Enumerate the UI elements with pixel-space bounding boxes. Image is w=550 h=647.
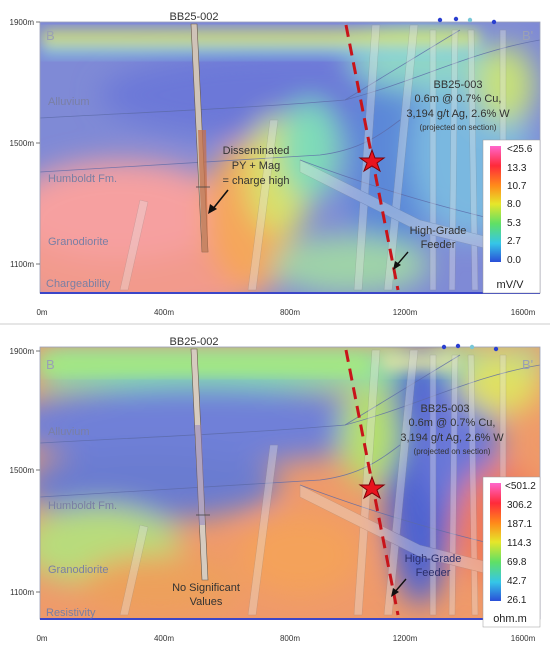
intercept-star — [358, 475, 386, 500]
resistivity-section: 1900m 1500m 1100m 0m 400m 800m 1200m 160… — [0, 325, 550, 647]
legend-value-4: 8.0 — [507, 199, 521, 210]
x-tick-0: 0m — [36, 308, 47, 317]
resistivity-legend: <501.2 306.2 187.1 114.3 69.8 42.7 26.1 … — [482, 476, 541, 628]
feeder-line-1: High-Grade — [405, 553, 462, 565]
x-tick-400: 400m — [154, 634, 174, 643]
x-tick-400: 400m — [154, 308, 174, 317]
y-tick-1900: 1900m — [10, 18, 35, 27]
intercept-star — [358, 148, 386, 173]
section-end-right: B' — [522, 28, 533, 43]
legend-value-6: 42.7 — [507, 576, 527, 587]
collar-markers — [441, 343, 499, 352]
feeder-line-2: Feeder — [416, 567, 451, 579]
y-tick-1500: 1500m — [10, 139, 35, 148]
intercept-hole: BB25-003 — [434, 79, 483, 91]
legend-value-3: 187.1 — [507, 519, 532, 530]
unit-humboldt: Humboldt Fm. — [48, 173, 117, 185]
chargeability-legend: <25.6 13.3 10.7 8.0 5.3 2.7 0.0 mV/V — [482, 139, 541, 294]
x-tick-1600: 1600m — [511, 634, 536, 643]
annotation-line-3: = charge high — [223, 175, 290, 187]
method-label: Resistivity — [46, 607, 96, 619]
panel-separator — [0, 323, 550, 325]
annotation-arrow — [211, 189, 229, 211]
drillhole-label: BB25-002 — [170, 336, 219, 348]
y-tick-1900: 1900m — [10, 347, 35, 356]
legend-value-5: 5.3 — [507, 218, 521, 229]
section-end-left: B — [46, 28, 55, 43]
legend-value-2: 306.2 — [507, 500, 532, 511]
unit-humboldt: Humboldt Fm. — [48, 500, 117, 512]
section-end-right: B' — [522, 357, 533, 372]
drillhole-trace — [190, 23, 210, 253]
feeder-line-1: High-Grade — [410, 225, 467, 237]
intercept-line-2: 3,194 g/t Ag, 2.6% W — [406, 108, 510, 120]
legend-value-6: 2.7 — [507, 236, 521, 247]
intercept-note: (projected on section) — [414, 447, 491, 456]
annotation-line-1: Disseminated — [223, 145, 290, 157]
drillhole-label: BB25-002 — [170, 11, 219, 23]
section-end-left: B — [46, 357, 55, 372]
x-tick-800: 800m — [280, 308, 300, 317]
intercept-note: (projected on section) — [420, 123, 497, 132]
x-tick-800: 800m — [280, 634, 300, 643]
legend-value-1: <501.2 — [505, 481, 536, 492]
annotation-line-1: No Significant — [172, 582, 240, 594]
legend-value-3: 10.7 — [507, 181, 527, 192]
unit-granodiorite: Granodiorite — [48, 564, 109, 576]
intercept-hole: BB25-003 — [421, 403, 470, 415]
method-label: Chargeability — [46, 278, 111, 290]
annotation-line-2: Values — [190, 596, 223, 608]
legend-value-1: <25.6 — [507, 144, 533, 155]
legend-value-4: 114.3 — [507, 538, 532, 549]
drillhole-trace — [190, 348, 210, 581]
intercept-line-1: 0.6m @ 0.7% Cu, — [409, 417, 496, 429]
x-tick-1200: 1200m — [393, 634, 418, 643]
collar-markers — [437, 16, 497, 25]
legend-value-7: 0.0 — [507, 255, 521, 266]
chargeability-section: 1900m 1500m 1100m 0m 400m 800m 1200m 160… — [0, 0, 550, 323]
unit-alluvium: Alluvium — [48, 426, 90, 438]
legend-value-2: 13.3 — [507, 163, 527, 174]
feeder-line-2: Feeder — [421, 239, 456, 251]
legend-unit: mV/V — [497, 279, 525, 291]
unit-alluvium: Alluvium — [48, 96, 90, 108]
legend-unit: ohm.m — [493, 613, 527, 625]
resistivity-heatmap — [40, 347, 540, 619]
legend-value-7: 26.1 — [507, 595, 527, 606]
chargeability-heatmap — [40, 22, 540, 293]
x-tick-1600: 1600m — [511, 308, 536, 317]
y-tick-1100: 1100m — [10, 260, 34, 269]
unit-granodiorite: Granodiorite — [48, 236, 109, 248]
y-tick-1100: 1100m — [10, 588, 34, 597]
intercept-line-2: 3,194 g/t Ag, 2.6% W — [400, 432, 504, 444]
x-tick-1200: 1200m — [393, 308, 418, 317]
x-tick-0: 0m — [36, 634, 47, 643]
annotation-line-2: PY + Mag — [232, 160, 280, 172]
legend-value-5: 69.8 — [507, 557, 527, 568]
intercept-line-1: 0.6m @ 0.7% Cu, — [415, 93, 502, 105]
y-tick-1500: 1500m — [10, 466, 35, 475]
